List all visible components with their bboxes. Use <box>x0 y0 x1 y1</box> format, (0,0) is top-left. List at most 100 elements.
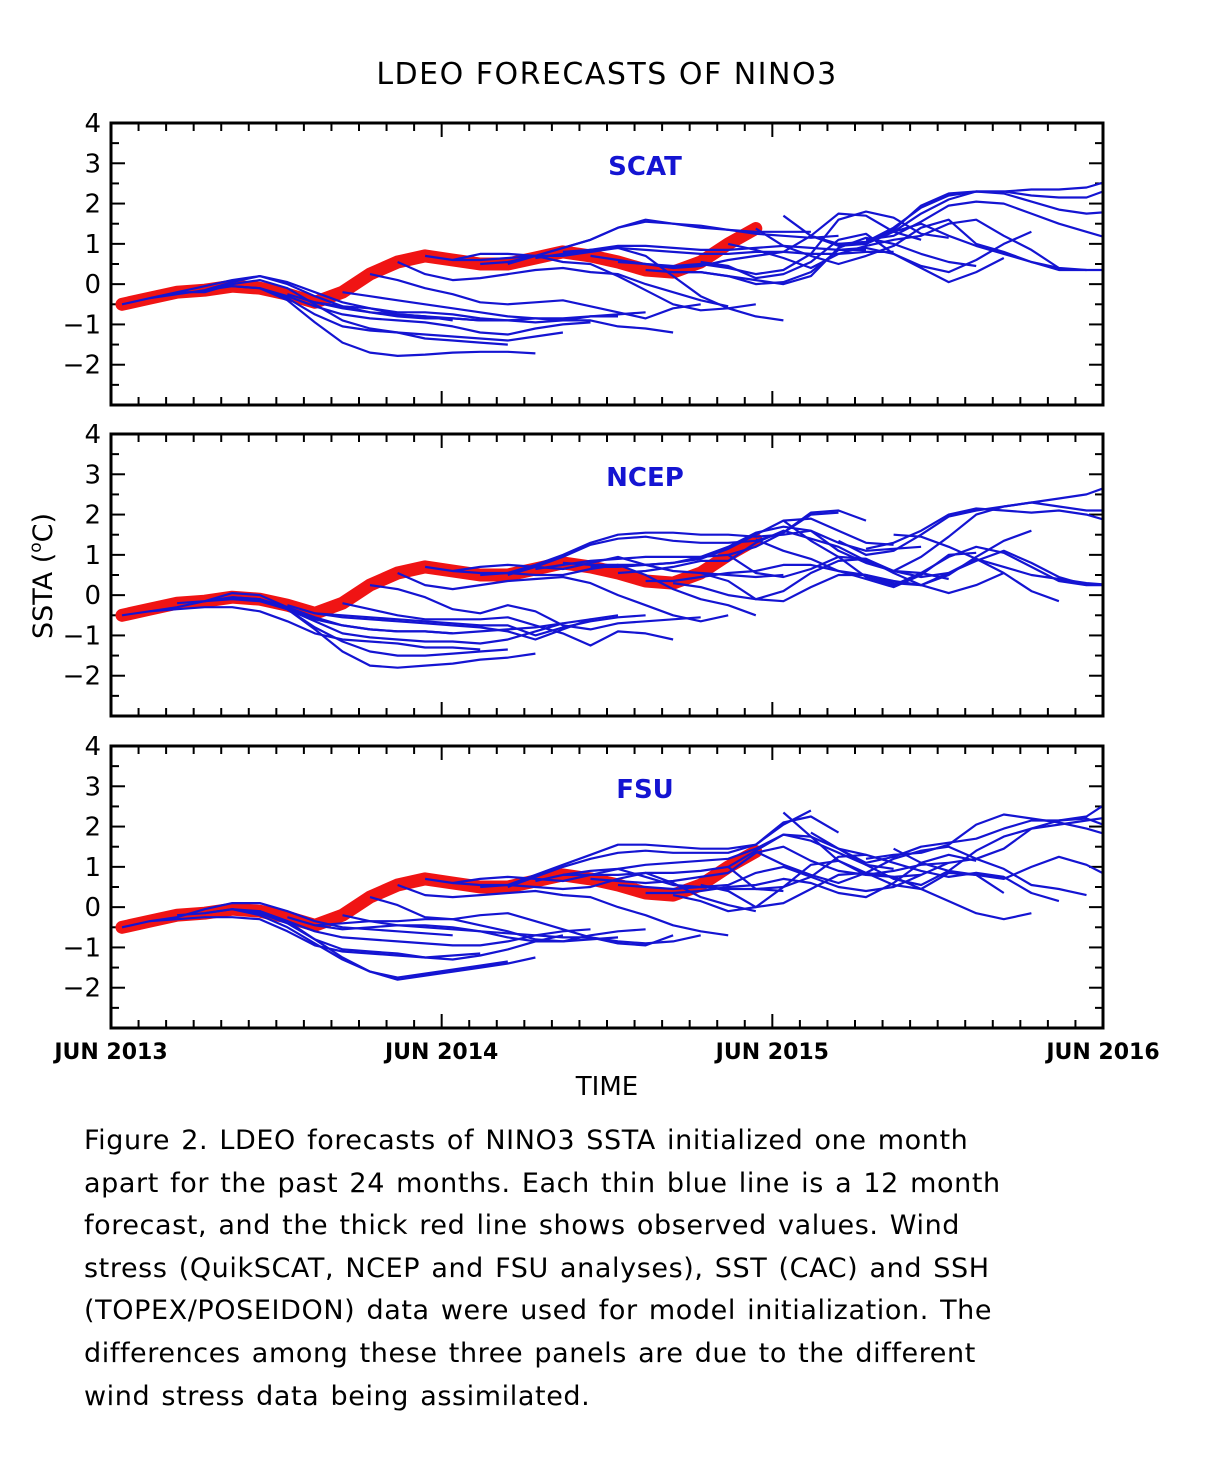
y-tick-label: −2 <box>63 662 101 692</box>
forecast-line <box>810 816 1103 887</box>
y-tick-label: −2 <box>63 974 101 1004</box>
x-tick-label: JUN 2014 <box>383 1040 498 1065</box>
panel-fsu: −2 −1 0 1 2 3 4 FSU <box>63 732 1105 1030</box>
y-tick-label: 1 <box>84 541 101 571</box>
forecast-line <box>287 604 619 641</box>
forecast-line <box>865 813 1103 860</box>
forecast-line <box>782 190 1103 247</box>
forecast-line <box>645 551 977 589</box>
forecast-line <box>342 914 674 947</box>
forecast-line <box>342 291 674 334</box>
forecast-line <box>397 260 729 308</box>
forecast-line <box>672 557 1005 601</box>
forecast-line <box>893 847 1103 881</box>
plot-area <box>115 804 1103 981</box>
forecast-line <box>314 301 646 324</box>
forecast-line <box>259 598 591 635</box>
forecast-line <box>700 230 1032 280</box>
forecast-line <box>232 908 564 961</box>
forecast-line <box>397 883 729 937</box>
forecast-line <box>810 501 1103 573</box>
y-tick-label: 1 <box>84 853 101 883</box>
forecast-line <box>617 861 950 893</box>
forecast-line <box>893 222 1103 272</box>
y-tick-label: 3 <box>84 460 101 490</box>
forecast-line <box>259 287 591 336</box>
panel-label: FSU <box>616 775 674 805</box>
forecast-line <box>232 596 564 645</box>
forecast-line <box>562 517 894 567</box>
x-tick-labels: JUN 2013 JUN 2014 JUN 2015 JUN 2016 <box>52 1040 1159 1065</box>
y-tick-label: 4 <box>84 109 101 139</box>
forecast-line <box>314 612 646 637</box>
y-tick-label: 4 <box>84 420 101 450</box>
forecast-line <box>673 246 1005 286</box>
forecast-line <box>507 815 840 889</box>
forecast-line <box>590 525 922 569</box>
y-tick-label: 0 <box>84 893 101 923</box>
figure-caption: Figure 2. LDEO forecasts of NINO3 SSTA i… <box>84 1125 1001 1412</box>
chart-title: LDEO FORECASTS OF NINO3 <box>376 57 837 92</box>
forecast-line <box>480 529 812 577</box>
forecast-line <box>837 804 1103 864</box>
panel-frame <box>109 432 1105 718</box>
nino3-forecast-figure: LDEO FORECASTS OF NINO3 −2−101234SCAT−2−… <box>26 57 1160 1100</box>
forecast-line <box>452 555 784 579</box>
y-axis-label: SSTA (oC) <box>26 513 59 639</box>
forecast-line <box>204 598 536 669</box>
forecast-line <box>507 218 839 266</box>
y-tick-label: 1 <box>84 230 101 260</box>
plot-area <box>115 487 1103 669</box>
y-tick-label: 2 <box>84 190 101 220</box>
y-tick-label: −1 <box>63 310 101 340</box>
x-tick-label: JUN 2015 <box>714 1040 829 1065</box>
y-tick-label: 0 <box>84 270 101 300</box>
forecast-line <box>727 553 1060 603</box>
panel-scat: −2 −1 0 1 2 3 4 SCAT <box>63 109 1105 407</box>
y-tick-label: 3 <box>84 772 101 802</box>
forecast-line <box>865 507 1103 550</box>
forecast-line <box>755 845 1087 897</box>
panels: −2 −1 0 1 2 3 4 SCAT −2 −1 0 1 2 3 4 NCEP −2 −1 0 1 2 3 4 FSU <box>63 109 1105 1030</box>
y-tick-label: 0 <box>84 581 101 611</box>
forecast-line <box>893 533 1103 586</box>
y-axis-label-main: SSTA ( <box>28 553 59 639</box>
forecast-line <box>424 871 757 913</box>
forecast-line <box>424 563 757 617</box>
forecast-line <box>369 896 701 945</box>
forecast-line <box>287 293 618 322</box>
x-tick-label: JUN 2016 <box>1044 1040 1159 1065</box>
panel-frame <box>109 121 1105 407</box>
forecast-line <box>755 538 1087 587</box>
y-tick-label: 4 <box>84 732 101 762</box>
forecast-line <box>865 200 1103 241</box>
y-axis-label-sup: o <box>26 542 46 552</box>
forecast-line <box>837 487 1103 557</box>
forecast-line <box>177 279 508 346</box>
panel-label: SCAT <box>608 152 682 182</box>
forecast-line <box>121 901 453 937</box>
forecast-line <box>727 853 1060 903</box>
forecast-line <box>149 606 481 651</box>
forecast-line <box>342 602 674 647</box>
panel-ncep: −2 −1 0 1 2 3 4 NCEP <box>63 420 1105 718</box>
forecast-line <box>397 571 729 623</box>
plot-area <box>115 181 1103 357</box>
forecast-line <box>369 273 701 320</box>
y-tick-label: −2 <box>63 351 101 381</box>
y-tick-label: 2 <box>84 501 101 531</box>
forecast-line <box>369 584 701 631</box>
y-tick-label: −1 <box>63 621 101 651</box>
forecast-line <box>232 285 564 342</box>
forecast-line <box>617 210 949 276</box>
y-tick-label: 2 <box>84 813 101 843</box>
y-tick-label: 3 <box>84 149 101 179</box>
forecast-line <box>782 519 1103 587</box>
y-axis-label-unit: C) <box>28 513 59 542</box>
panel-frame <box>109 744 1105 1030</box>
x-axis-label: TIME <box>575 1072 638 1100</box>
forecast-line <box>424 254 756 312</box>
y-tick-label: −1 <box>63 933 101 963</box>
x-tick-label: JUN 2013 <box>52 1040 167 1065</box>
forecast-line <box>727 218 1060 270</box>
